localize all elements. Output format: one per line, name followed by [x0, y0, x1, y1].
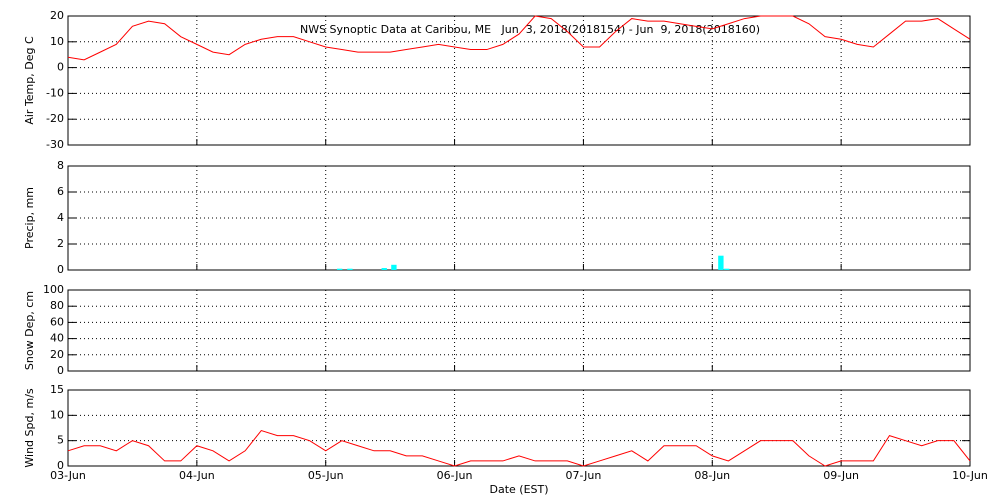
bar — [381, 268, 387, 270]
y-tick-label: 0 — [57, 61, 64, 74]
x-tick-label: 09-Jun — [823, 469, 859, 482]
y-tick-label: 6 — [57, 185, 64, 198]
y-tick-label: 10 — [50, 408, 64, 421]
y-tick-label: 4 — [57, 211, 64, 224]
chart-title: NWS Synoptic Data at Caribou, ME Jun 3, … — [300, 23, 760, 36]
bar — [336, 268, 343, 270]
y-axis-label: Air Temp, Deg C — [23, 36, 36, 125]
y-tick-label: 0 — [57, 364, 64, 377]
y-tick-label: -10 — [46, 86, 64, 99]
y-tick-label: -20 — [46, 112, 64, 125]
x-axis-label: Date (EST) — [489, 483, 548, 496]
y-tick-label: -30 — [46, 138, 64, 151]
y-tick-label: 60 — [50, 315, 64, 328]
y-axis-label: Precip, mm — [23, 187, 36, 249]
plot-frame — [67, 289, 971, 372]
x-tick-label: 10-Jun — [952, 469, 988, 482]
bar — [718, 255, 724, 270]
y-axis-label: Wind Spd, m/s — [23, 388, 36, 468]
y-tick-label: 8 — [57, 159, 64, 172]
plot-frame — [67, 165, 971, 271]
y-tick-label: 15 — [50, 383, 64, 396]
x-tick-label: 03-Jun — [50, 469, 86, 482]
bar — [347, 268, 353, 270]
plot-frame — [67, 389, 971, 467]
y-tick-label: 2 — [57, 237, 64, 250]
y-tick-label: 100 — [43, 283, 64, 296]
x-tick-label: 06-Jun — [437, 469, 473, 482]
y-tick-label: 5 — [57, 434, 64, 447]
y-axis-label: Snow Dep, cm — [23, 291, 36, 370]
x-tick-label: 07-Jun — [566, 469, 602, 482]
bar — [724, 268, 730, 270]
x-tick-label: 08-Jun — [694, 469, 730, 482]
bar — [391, 264, 397, 270]
data-line — [67, 429, 971, 467]
y-tick-label: 10 — [50, 35, 64, 48]
x-tick-label: 05-Jun — [308, 469, 344, 482]
y-tick-label: 20 — [50, 9, 64, 22]
y-tick-label: 0 — [57, 263, 64, 276]
x-tick-label: 04-Jun — [179, 469, 215, 482]
y-tick-label: 20 — [50, 348, 64, 361]
data-line — [67, 15, 971, 61]
y-tick-label: 80 — [50, 299, 64, 312]
y-tick-label: 40 — [50, 332, 64, 345]
y-tick-label: 0 — [57, 459, 64, 472]
